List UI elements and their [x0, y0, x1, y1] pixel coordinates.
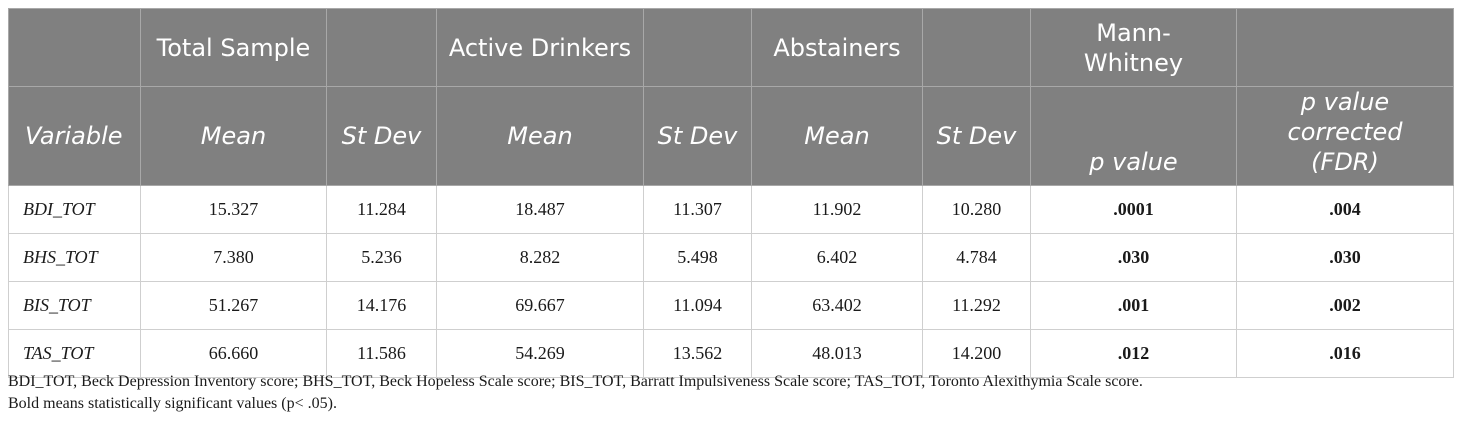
cell-abstainers-mean: 48.013 — [751, 329, 923, 378]
cell-total-sd: 11.586 — [326, 329, 437, 378]
cell-p-value: .001 — [1030, 281, 1237, 330]
table-row: TAS_TOT 66.660 11.586 54.269 13.562 48.0… — [8, 329, 1454, 378]
col-header-p-corrected: p value corrected (FDR) — [1236, 86, 1454, 186]
cell-abstainers-sd: 11.292 — [922, 281, 1031, 330]
col-header-total-sd: St Dev — [326, 86, 437, 186]
cell-p-value: .0001 — [1030, 185, 1237, 234]
col-header-p-value: p value — [1030, 86, 1237, 186]
cell-total-sd: 5.236 — [326, 233, 437, 282]
empty-header-cell — [922, 8, 1031, 87]
cell-drinkers-mean: 69.667 — [436, 281, 644, 330]
empty-header-cell — [326, 8, 437, 87]
abbreviations-note: BDI_TOT, Beck Depression Inventory score… — [8, 373, 1143, 390]
mann-whitney-label: Mann-Whitney — [1083, 18, 1184, 77]
col-header-variable: Variable — [8, 86, 141, 186]
cell-p-value: .012 — [1030, 329, 1237, 378]
cell-drinkers-sd: 13.562 — [643, 329, 752, 378]
cell-drinkers-mean: 18.487 — [436, 185, 644, 234]
group-header-mann-whitney: Mann-Whitney — [1030, 8, 1237, 87]
cell-abstainers-sd: 14.200 — [922, 329, 1031, 378]
cell-total-mean: 51.267 — [140, 281, 327, 330]
cell-variable: TAS_TOT — [8, 329, 141, 378]
cell-total-mean: 7.380 — [140, 233, 327, 282]
cell-abstainers-mean: 6.402 — [751, 233, 923, 282]
empty-header-cell — [8, 8, 141, 87]
cell-total-sd: 11.284 — [326, 185, 437, 234]
cell-abstainers-mean: 63.402 — [751, 281, 923, 330]
results-table: Total Sample Active Drinkers Abstainers … — [8, 8, 1454, 378]
cell-abstainers-sd: 4.784 — [922, 233, 1031, 282]
cell-drinkers-sd: 5.498 — [643, 233, 752, 282]
cell-drinkers-sd: 11.307 — [643, 185, 752, 234]
column-header-row: Variable Mean St Dev Mean St Dev Mean St… — [8, 86, 1454, 186]
cell-drinkers-mean: 8.282 — [436, 233, 644, 282]
cell-variable: BDI_TOT — [8, 185, 141, 234]
cell-variable: BIS_TOT — [8, 281, 141, 330]
cell-p-corrected: .002 — [1236, 281, 1454, 330]
bold-significance-note: Bold means statistically significant val… — [8, 395, 337, 412]
group-header-abstainers: Abstainers — [751, 8, 923, 87]
table-row: BDI_TOT 15.327 11.284 18.487 11.307 11.9… — [8, 185, 1454, 234]
table-row: BHS_TOT 7.380 5.236 8.282 5.498 6.402 4.… — [8, 233, 1454, 282]
cell-drinkers-mean: 54.269 — [436, 329, 644, 378]
table-footnotes: BDI_TOT, Beck Depression Inventory score… — [8, 371, 1143, 415]
cell-p-value: .030 — [1030, 233, 1237, 282]
cell-variable: BHS_TOT — [8, 233, 141, 282]
empty-header-cell — [1236, 8, 1454, 87]
cell-drinkers-sd: 11.094 — [643, 281, 752, 330]
cell-abstainers-mean: 11.902 — [751, 185, 923, 234]
cell-abstainers-sd: 10.280 — [922, 185, 1031, 234]
group-header-row: Total Sample Active Drinkers Abstainers … — [8, 8, 1454, 87]
col-header-abstainers-sd: St Dev — [922, 86, 1031, 186]
col-header-abstainers-mean: Mean — [751, 86, 923, 186]
p-corrected-label: p value corrected (FDR) — [1287, 88, 1403, 176]
empty-header-cell — [643, 8, 752, 87]
cell-p-corrected: .016 — [1236, 329, 1454, 378]
col-header-total-mean: Mean — [140, 86, 327, 186]
col-header-drinkers-sd: St Dev — [643, 86, 752, 186]
cell-total-sd: 14.176 — [326, 281, 437, 330]
cell-p-corrected: .030 — [1236, 233, 1454, 282]
group-header-total-sample: Total Sample — [140, 8, 327, 87]
group-header-active-drinkers: Active Drinkers — [436, 8, 644, 87]
col-header-drinkers-mean: Mean — [436, 86, 644, 186]
cell-total-mean: 15.327 — [140, 185, 327, 234]
table-row: BIS_TOT 51.267 14.176 69.667 11.094 63.4… — [8, 281, 1454, 330]
cell-p-corrected: .004 — [1236, 185, 1454, 234]
